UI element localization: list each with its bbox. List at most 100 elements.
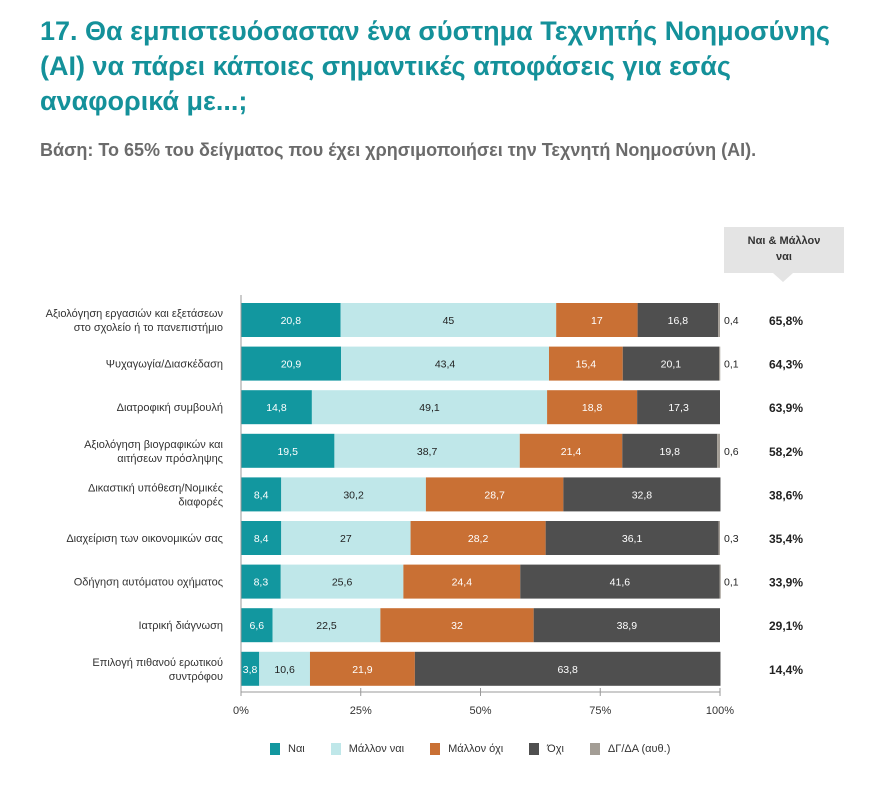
legend-item: Όχι <box>529 743 564 755</box>
bar-segment-1 <box>280 564 404 599</box>
bar-segment-0 <box>241 477 282 512</box>
bar-segment-1 <box>281 521 411 555</box>
category-label: Αξιολόγηση βιογραφικών και <box>84 439 223 451</box>
legend-swatch <box>330 743 341 755</box>
data-label: 22,5 <box>316 620 337 632</box>
legend-item: Ναι <box>270 743 305 755</box>
bar-segment-2 <box>547 390 638 425</box>
category-label: Διαχείριση των οικονομικών σας <box>66 533 223 545</box>
category-label: Ψυχαγωγία/Διασκέδαση <box>106 359 223 371</box>
data-label-dk: 0,4 <box>724 315 739 327</box>
bar-segment-2 <box>403 564 521 599</box>
bar-segment-1 <box>311 390 548 425</box>
bar-segment-3 <box>545 521 719 555</box>
bar-segment-1 <box>341 346 549 381</box>
bar-segment-0 <box>241 303 341 337</box>
legend-swatch <box>589 743 600 755</box>
data-label-dk: 0,1 <box>724 577 739 589</box>
data-label: 20,1 <box>661 359 682 371</box>
bar-segment-3 <box>622 433 718 468</box>
data-label: 6,6 <box>250 620 265 632</box>
data-label: 16,8 <box>668 315 689 327</box>
x-tick-label: 0% <box>233 705 249 717</box>
data-label: 14,8 <box>266 402 287 414</box>
legend: Ναι Μάλλον ναι Μάλλον όχι Όχι ΔΓ/ΔΑ (αυθ.) <box>270 743 670 755</box>
data-label-dk: 0,1 <box>724 359 739 371</box>
bar-segment-2 <box>548 346 623 381</box>
bar-segment-1 <box>272 608 381 643</box>
data-label: 38,9 <box>617 620 638 632</box>
data-label: 28,7 <box>484 489 505 501</box>
category-label: αιτήσεων πρόσληψης <box>117 453 223 465</box>
legend-item: ΔΓ/ΔΑ (αυθ.) <box>589 743 671 755</box>
legend-label: Όχι <box>547 743 564 755</box>
bar-segment-3 <box>563 477 721 512</box>
data-label: 45 <box>443 315 455 327</box>
summary-value: 58,2% <box>769 445 803 459</box>
category-label: συντρόφου <box>169 671 223 683</box>
bar-segment-3 <box>533 608 720 643</box>
bar-segment-3 <box>520 564 720 599</box>
bar-segment-3 <box>622 346 720 381</box>
bar-segment-2 <box>410 521 546 555</box>
bar-segment-1 <box>259 651 310 686</box>
data-label: 63,8 <box>557 664 578 676</box>
data-label: 32 <box>451 620 463 632</box>
x-tick-label: 75% <box>589 705 611 717</box>
bar-segment-0 <box>241 346 342 381</box>
category-label: Διατροφική συμβουλή <box>117 402 223 414</box>
data-label: 27 <box>340 533 352 545</box>
legend-swatch <box>529 743 540 755</box>
bar-segment-2 <box>309 651 415 686</box>
legend-label: ΔΓ/ΔΑ (αυθ.) <box>607 743 671 755</box>
data-label: 41,6 <box>610 577 631 589</box>
data-label: 18,8 <box>582 402 603 414</box>
x-tick-label: 25% <box>350 705 372 717</box>
bar-segment-2 <box>556 303 638 337</box>
data-label: 24,4 <box>452 577 473 589</box>
data-label-dk: 0,6 <box>724 446 739 458</box>
data-label: 21,4 <box>561 446 582 458</box>
data-label-dk: 0,3 <box>724 533 739 545</box>
category-label: Ιατρική διάγνωση <box>138 620 223 632</box>
data-label: 20,9 <box>281 359 302 371</box>
data-label: 17 <box>591 315 603 327</box>
category-label: στο σχολείο ή το πανεπιστήμιο <box>74 322 223 334</box>
summary-header-arrow <box>773 273 793 282</box>
bar-segment-1 <box>340 303 557 337</box>
summary-value: 65,8% <box>769 314 803 328</box>
bar-segment-4 <box>719 346 721 381</box>
legend-item: Μάλλον ναι <box>330 743 404 755</box>
x-tick-label: 50% <box>469 705 491 717</box>
summary-header: Ναι & Μάλλον ναι <box>724 227 844 273</box>
chart-subtitle: Βάση: Το 65% του δείγματος που έχει χρησ… <box>40 140 757 160</box>
summary-value: 14,4% <box>769 663 803 677</box>
bar-segment-0 <box>241 521 282 555</box>
data-label: 49,1 <box>419 402 440 414</box>
data-label: 10,6 <box>274 664 295 676</box>
summary-value: 64,3% <box>769 358 803 372</box>
bar-segment-0 <box>241 390 312 425</box>
summary-value: 38,6% <box>769 488 803 502</box>
bar-segment-3 <box>637 390 720 425</box>
data-label: 3,8 <box>243 664 258 676</box>
x-tick-label: 100% <box>706 705 734 717</box>
data-label: 38,7 <box>417 446 438 458</box>
category-label: Δικαστική υπόθεση/Νομικές <box>88 482 223 494</box>
data-label: 36,1 <box>622 533 643 545</box>
bar-segment-0 <box>241 608 273 643</box>
data-label: 19,5 <box>277 446 298 458</box>
category-label: Επιλογή πιθανού ερωτικού <box>92 657 223 669</box>
bar-segment-3 <box>637 303 719 337</box>
bar-segment-2 <box>519 433 623 468</box>
legend-label: Μάλλον όχι <box>448 743 504 755</box>
data-label: 8,4 <box>254 489 269 501</box>
bar-segment-0 <box>241 651 260 686</box>
data-label: 8,3 <box>254 577 269 589</box>
bar-segment-4 <box>719 564 721 599</box>
data-label: 17,3 <box>668 402 689 414</box>
data-label: 43,4 <box>435 359 456 371</box>
bar-segment-2 <box>425 477 564 512</box>
